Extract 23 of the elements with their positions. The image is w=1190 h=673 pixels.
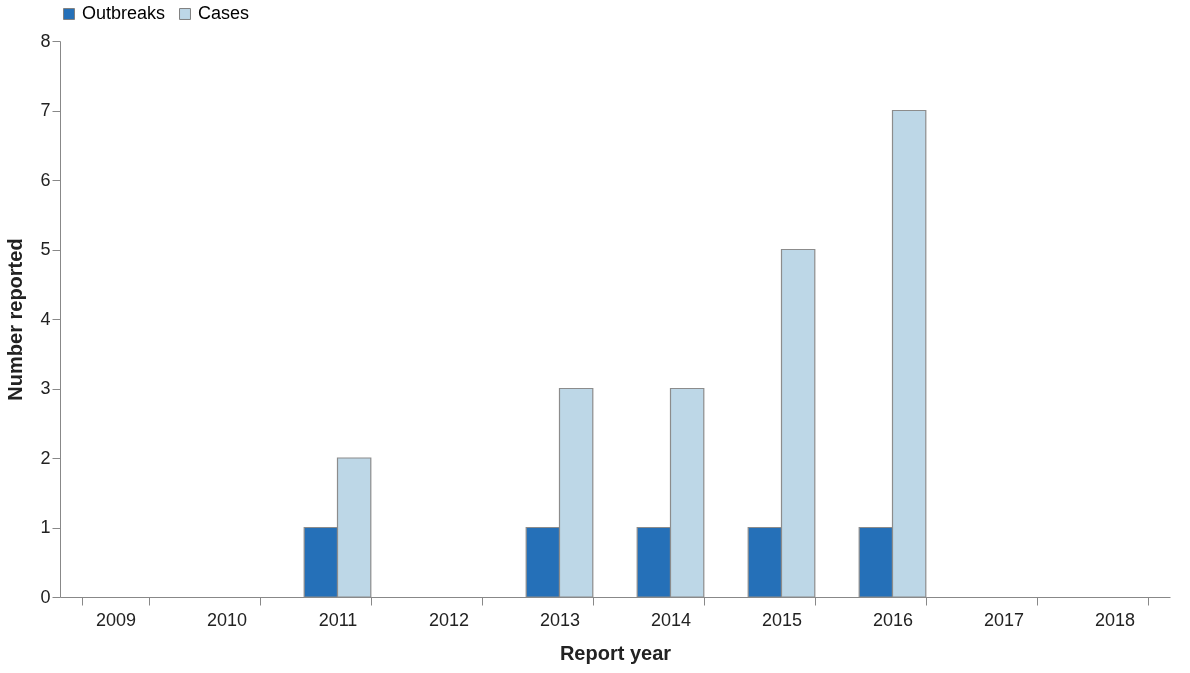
x-tick-label: 2012: [428, 609, 470, 630]
x-tick-label: 2011: [318, 609, 358, 630]
y-tick-label: 1: [40, 517, 51, 537]
x-tick-label: 2018: [1094, 609, 1136, 630]
x-tick-label: 2017: [983, 609, 1025, 630]
y-axis-title: Number reported: [4, 238, 27, 401]
x-tick-label: 2010: [206, 609, 248, 630]
x-tick-label: 2014: [650, 609, 692, 630]
legend-label: Cases: [198, 3, 250, 23]
y-tick-label: 5: [40, 239, 51, 259]
y-tick-label: 2: [40, 447, 51, 468]
y-tick-label: 3: [40, 378, 51, 398]
x-axis-title: Report year: [559, 641, 672, 664]
y-tick-label: 4: [40, 308, 51, 329]
x-tick-label: 2015: [761, 609, 803, 630]
y-tick-label: 7: [40, 100, 51, 120]
legend-label: Outbreaks: [82, 3, 166, 23]
y-tick-label: 8: [40, 30, 51, 51]
x-tick-label: 2009: [95, 609, 137, 630]
x-tick-label: 2013: [539, 609, 581, 630]
y-tick-label: 6: [40, 169, 51, 190]
x-tick-label: 2016: [872, 609, 914, 630]
y-tick-label: 0: [40, 586, 51, 607]
